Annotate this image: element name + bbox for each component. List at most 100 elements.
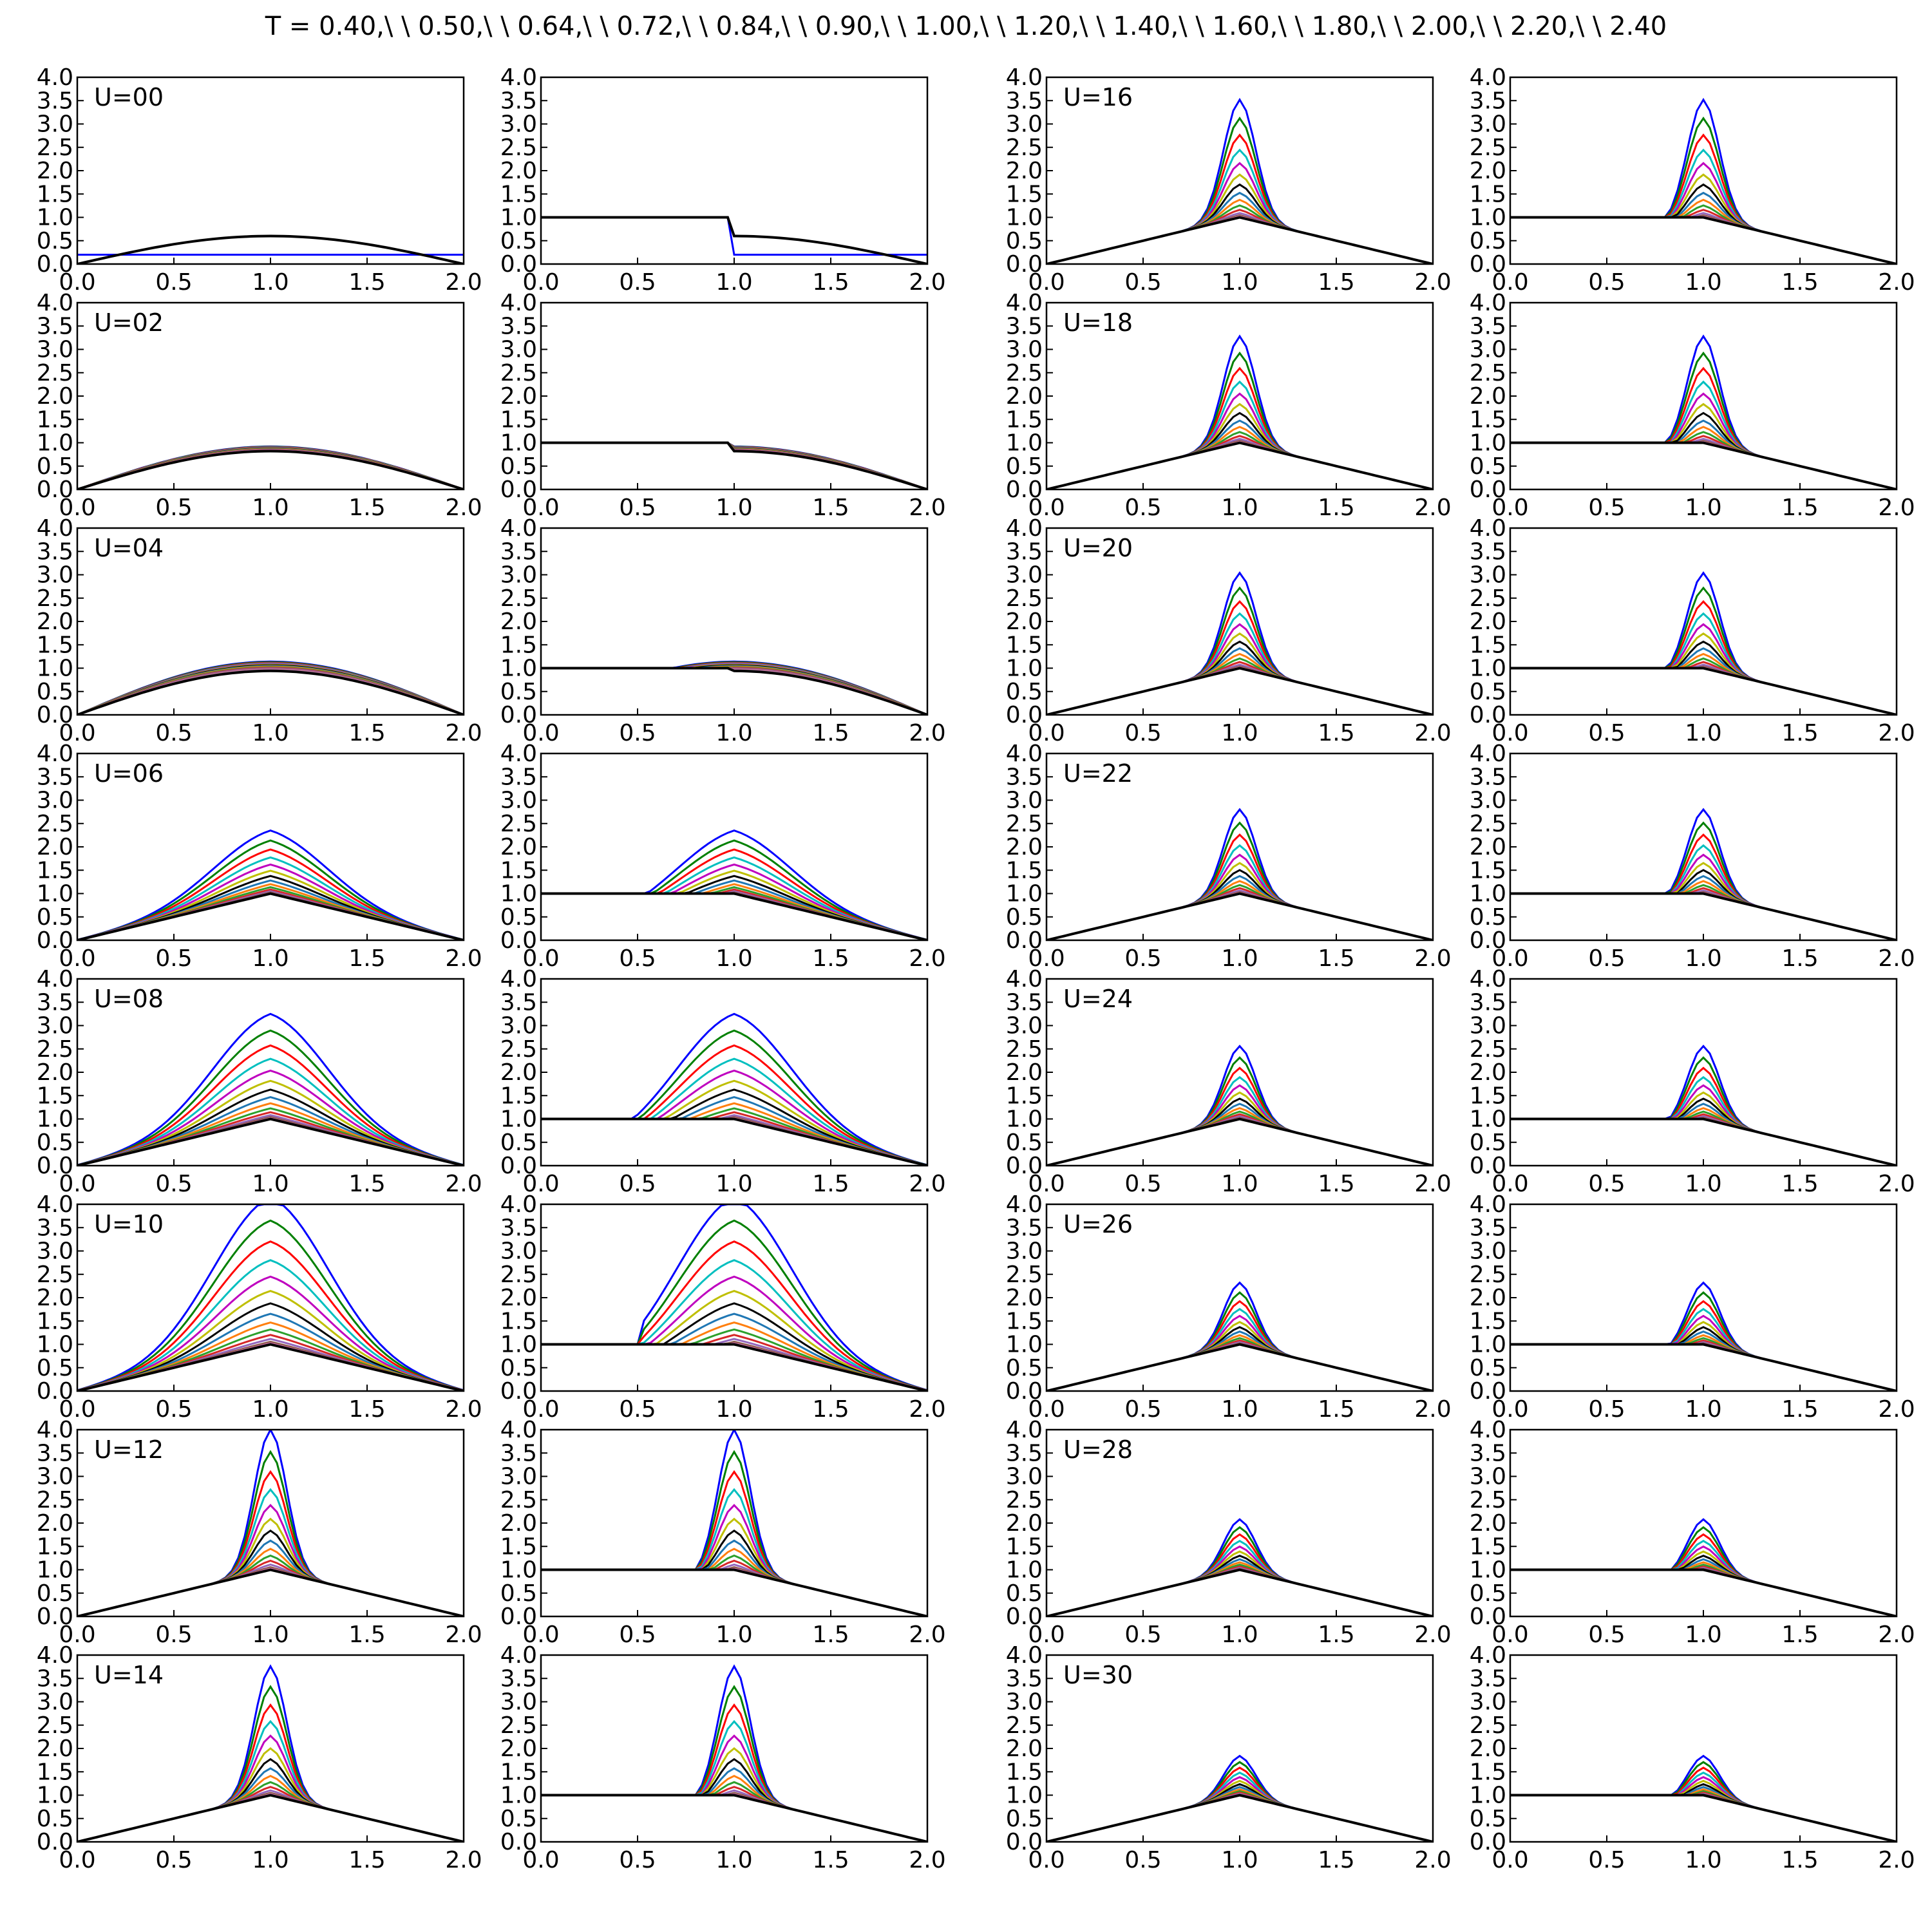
series-line bbox=[541, 1259, 927, 1391]
y-tick-label: 3.5 bbox=[1006, 1440, 1043, 1466]
y-tick-label: 1.0 bbox=[500, 1557, 537, 1584]
y-tick-label: 2.5 bbox=[1006, 1487, 1043, 1513]
y-tick-label: 2.0 bbox=[500, 383, 537, 410]
x-tick-label: 2.0 bbox=[1878, 945, 1915, 972]
series-line bbox=[77, 234, 464, 264]
series-line bbox=[1046, 892, 1433, 940]
y-tick-label: 4.0 bbox=[1006, 1417, 1043, 1443]
x-tick-label: 1.5 bbox=[812, 1622, 849, 1648]
x-tick-label: 2.0 bbox=[909, 269, 945, 296]
series-line bbox=[1510, 441, 1897, 489]
y-tick-label: 2.5 bbox=[1470, 811, 1506, 837]
series-line bbox=[1046, 97, 1433, 264]
x-tick-label: 0.0 bbox=[59, 1622, 95, 1648]
x-tick-label: 1.0 bbox=[715, 1396, 752, 1423]
series-line bbox=[1510, 1793, 1897, 1842]
x-tick-label: 1.5 bbox=[348, 720, 385, 746]
series-line bbox=[1510, 571, 1897, 715]
series-line bbox=[1510, 1794, 1897, 1842]
series-line bbox=[1046, 862, 1433, 940]
series-line bbox=[1046, 892, 1433, 940]
series-line bbox=[1046, 889, 1433, 940]
series-line bbox=[77, 891, 464, 940]
panel-label: U=26 bbox=[1063, 1210, 1133, 1238]
series-line bbox=[1046, 439, 1433, 489]
y-tick-label: 0.5 bbox=[1470, 679, 1506, 705]
y-tick-label: 2.0 bbox=[37, 1285, 73, 1311]
y-tick-label: 2.0 bbox=[1470, 1059, 1506, 1086]
y-tick-label: 3.0 bbox=[500, 1013, 537, 1039]
series-line bbox=[1510, 1045, 1897, 1166]
y-tick-label: 3.0 bbox=[500, 111, 537, 138]
series-line bbox=[541, 1204, 927, 1391]
series-group bbox=[1510, 1281, 1897, 1391]
panel-6-2: 0.00.51.01.52.02.53.03.54.00.0 0.5 1.0 1.5 2… bbox=[1006, 1417, 1452, 1648]
x-tick-label: 2.0 bbox=[1414, 495, 1451, 521]
y-tick-label: 1.5 bbox=[1470, 1533, 1506, 1560]
x-tick-label: 0.0 bbox=[1028, 1171, 1065, 1197]
y-tick-label: 3.5 bbox=[37, 313, 73, 339]
y-tick-label: 4.0 bbox=[500, 741, 537, 767]
series-line bbox=[1510, 661, 1897, 715]
y-tick-label: 3.5 bbox=[37, 764, 73, 790]
panel-0-3: 0.00.51.01.52.02.53.03.54.00.0 0.5 1.0 1.5 2… bbox=[1470, 64, 1915, 296]
series-line bbox=[77, 1044, 464, 1166]
x-tick-label: 0.0 bbox=[59, 1396, 95, 1423]
x-tick-label: 2.0 bbox=[909, 1396, 945, 1423]
y-tick-label: 1.5 bbox=[1006, 1083, 1043, 1109]
y-tick-label: 3.5 bbox=[500, 88, 537, 114]
x-tick-label: 2.0 bbox=[445, 945, 482, 972]
series-line bbox=[541, 1567, 927, 1616]
x-tick-label: 1.0 bbox=[715, 1171, 752, 1197]
series-group bbox=[77, 1430, 464, 1616]
series-line bbox=[1510, 1339, 1897, 1391]
series-group bbox=[1510, 1045, 1897, 1166]
series-group bbox=[1046, 571, 1433, 715]
y-tick-label: 3.0 bbox=[37, 1238, 73, 1265]
y-tick-label: 4.0 bbox=[500, 1417, 537, 1443]
x-tick-label: 0.0 bbox=[522, 269, 559, 296]
y-tick-label: 0.0 bbox=[37, 702, 73, 728]
series-line bbox=[1046, 212, 1433, 264]
x-tick-label: 2.0 bbox=[445, 720, 482, 746]
x-tick-label: 0.0 bbox=[522, 1622, 559, 1648]
y-tick-label: 4.0 bbox=[1470, 1191, 1506, 1218]
y-tick-label: 2.5 bbox=[1470, 1036, 1506, 1063]
series-line bbox=[1046, 652, 1433, 715]
x-tick-label: 1.5 bbox=[1781, 1396, 1818, 1423]
series-line bbox=[77, 445, 464, 489]
y-tick-label: 2.5 bbox=[500, 1036, 537, 1063]
series-line bbox=[541, 1664, 927, 1842]
series-line bbox=[77, 1568, 464, 1616]
x-tick-label: 2.0 bbox=[1878, 1847, 1915, 1873]
panel-7-3: 0.00.51.01.52.02.53.03.54.00.0 0.5 1.0 1.5 2… bbox=[1470, 1642, 1915, 1873]
y-tick-label: 2.0 bbox=[37, 609, 73, 635]
y-tick-label: 1.0 bbox=[1006, 656, 1043, 682]
y-tick-label: 0.5 bbox=[37, 1806, 73, 1832]
y-tick-label: 3.0 bbox=[500, 337, 537, 363]
panel-2-2: 0.00.51.01.52.02.53.03.54.00.0 0.5 1.0 1.5 2… bbox=[1006, 515, 1452, 746]
series-line bbox=[1046, 1341, 1433, 1391]
y-tick-label: 3.5 bbox=[1470, 1665, 1506, 1692]
y-tick-label: 4.0 bbox=[1470, 741, 1506, 767]
y-tick-label: 1.0 bbox=[1006, 1332, 1043, 1358]
series-line bbox=[541, 216, 927, 264]
series-line bbox=[1046, 891, 1433, 940]
panel-label: U=00 bbox=[94, 83, 164, 111]
x-tick-label: 2.0 bbox=[445, 269, 482, 296]
series-line bbox=[1510, 1567, 1897, 1616]
x-tick-label: 0.0 bbox=[1492, 495, 1528, 521]
y-tick-label: 2.0 bbox=[37, 1510, 73, 1537]
y-tick-label: 1.0 bbox=[37, 1557, 73, 1584]
y-tick-label: 4.0 bbox=[1470, 64, 1506, 91]
y-tick-label: 0.5 bbox=[1006, 1130, 1043, 1156]
y-tick-label: 3.0 bbox=[1470, 562, 1506, 589]
panel-0-0: 0.00.51.01.52.02.53.03.54.00.0 0.5 1.0 1.5 2… bbox=[37, 64, 482, 296]
y-tick-label: 1.0 bbox=[1470, 1557, 1506, 1584]
panel-label: U=06 bbox=[94, 759, 164, 788]
series-line bbox=[77, 1568, 464, 1616]
series-line bbox=[1046, 214, 1433, 264]
y-tick-label: 4.0 bbox=[1470, 290, 1506, 316]
series-line bbox=[1510, 1545, 1897, 1616]
series-line bbox=[77, 1793, 464, 1842]
